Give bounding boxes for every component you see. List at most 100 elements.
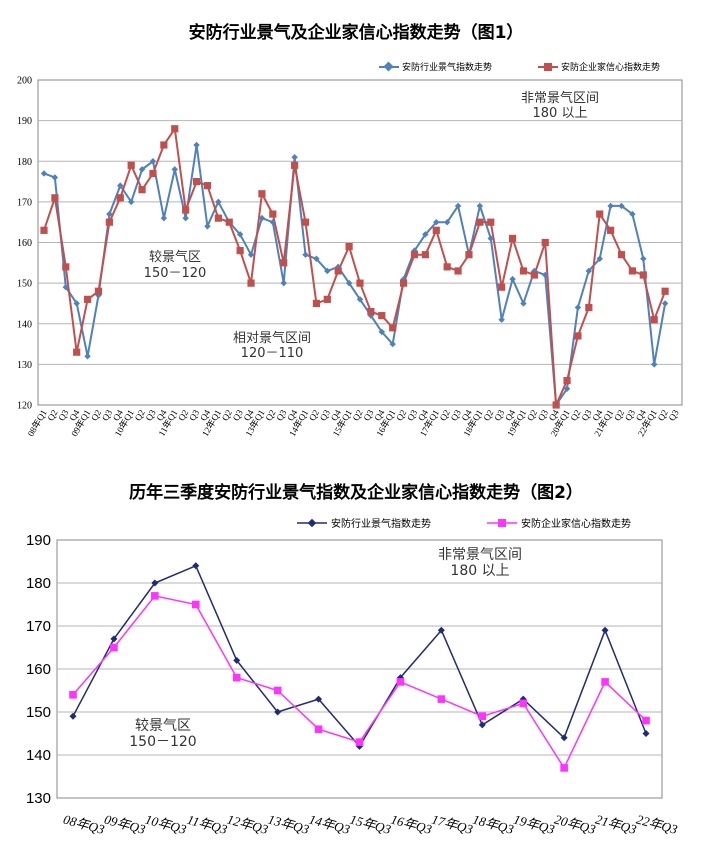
series-1-point xyxy=(443,218,451,226)
x-tick-label: Q3 xyxy=(318,408,332,423)
x-tick-label: Q4 xyxy=(547,408,561,423)
x-tick-label: Q4 xyxy=(285,408,299,423)
series-1-point xyxy=(640,255,647,262)
series-1-point xyxy=(315,695,323,703)
series-1-point xyxy=(313,255,320,262)
series-1-point xyxy=(280,279,287,287)
series-1-point xyxy=(520,300,527,307)
x-tick-label: Q2 xyxy=(656,408,670,423)
series-2-point xyxy=(232,673,241,682)
series-2-point xyxy=(661,287,669,295)
series-2-point xyxy=(273,686,282,695)
chart-1: 安防行业景气及企业家信心指数走势（图1） 1201301401501601701… xyxy=(17,22,683,438)
x-tick-label: Q4 xyxy=(242,408,256,423)
series-2-point xyxy=(40,226,48,234)
y-tick-label: 190 xyxy=(17,116,32,127)
x-tick-label: Q2 xyxy=(307,408,321,423)
series-2-point xyxy=(396,678,405,686)
series-2-point xyxy=(617,251,626,259)
series-2-point xyxy=(355,738,364,746)
chart-2: 历年三季度安防行业景气指数及企业家信心指数走势（图2） 130 140 150 160… xyxy=(26,482,680,837)
series-1-point xyxy=(258,214,266,222)
chart-2-y-ticks: 130 140 150 160 170 180 190 xyxy=(26,532,51,807)
series-2-point xyxy=(258,190,266,198)
x-tick-label: 11年Q3 xyxy=(185,812,229,837)
x-tick-label: 22年Q3 xyxy=(635,812,680,837)
series-1-point xyxy=(62,283,69,291)
series-2-point xyxy=(552,401,560,409)
series-2-point xyxy=(519,267,528,275)
x-tick-label: 08年Q3 xyxy=(62,812,107,837)
series-1-point xyxy=(607,202,614,210)
x-tick-label: 20年Q3 xyxy=(553,812,598,837)
series-1-point xyxy=(433,218,440,226)
chart-1-gridlines xyxy=(38,120,682,365)
x-tick-label: Q2 xyxy=(351,408,365,423)
series-2-point xyxy=(585,303,593,312)
series-2-point xyxy=(171,125,179,133)
series-1-point xyxy=(40,170,48,177)
series-2-point xyxy=(530,271,538,279)
legend-2-label: 安防企业家信心指数走势 xyxy=(561,61,660,73)
x-tick-label: Q2 xyxy=(569,408,583,423)
annotation-2-prosperous-range: 150－120 xyxy=(129,734,196,750)
x-tick-label: Q3 xyxy=(56,408,70,423)
series-1-point xyxy=(138,166,146,173)
chart-2-x-ticks: 08年Q309年Q310年Q311年Q312年Q313年Q314年Q315年Q3… xyxy=(62,812,680,837)
series-2-point xyxy=(62,263,70,271)
x-tick-label: Q3 xyxy=(361,408,375,423)
series-1-point xyxy=(542,271,549,279)
series-2-point xyxy=(345,242,353,251)
chart-2-series xyxy=(69,562,650,772)
x-tick-label: Q3 xyxy=(623,408,637,423)
y-tick-label: 140 xyxy=(26,747,51,764)
series-2-point xyxy=(314,725,323,733)
series-2-point xyxy=(127,161,135,169)
series-1-point xyxy=(601,626,609,634)
series-2-point xyxy=(541,238,549,247)
series-2-point xyxy=(421,251,429,259)
series-1-point xyxy=(193,141,200,149)
legend-4-label: 安防企业家信心指数走势 xyxy=(521,517,631,530)
y-tick-label: 190 xyxy=(26,532,51,549)
series-2-point xyxy=(628,267,637,275)
series-2-point xyxy=(151,592,159,600)
x-tick-label: Q4 xyxy=(590,408,604,423)
series-1-point xyxy=(454,202,462,210)
series-2-point xyxy=(378,312,386,320)
series-2-point xyxy=(596,210,604,218)
series-2-point xyxy=(236,247,244,255)
series-2-point xyxy=(465,251,473,259)
series-line-1 xyxy=(43,144,667,408)
series-2-point xyxy=(280,259,288,267)
series-2-point xyxy=(269,210,277,218)
x-tick-label: Q4 xyxy=(503,408,517,423)
x-tick-label: Q3 xyxy=(144,408,158,423)
x-tick-label: Q4 xyxy=(111,408,125,423)
series-1-point xyxy=(274,708,282,716)
series-1-point xyxy=(302,251,309,258)
series-1-point xyxy=(204,223,211,230)
series-2-point xyxy=(574,332,582,340)
series-1-point xyxy=(51,174,59,181)
y-tick-label: 130 xyxy=(17,360,32,371)
x-tick-label: Q4 xyxy=(154,408,168,423)
series-1-point xyxy=(498,316,505,323)
series-2-point xyxy=(116,194,124,202)
legend-3-diamond-icon xyxy=(307,518,317,528)
x-tick-label: Q4 xyxy=(634,408,648,423)
series-1-point xyxy=(642,730,650,737)
series-1-point xyxy=(149,158,157,165)
series-2-point xyxy=(83,295,92,303)
series-1-point xyxy=(345,279,353,287)
series-1-point xyxy=(106,210,113,218)
x-tick-label: Q2 xyxy=(438,408,452,423)
series-2-point xyxy=(312,299,321,308)
series-2-point xyxy=(291,161,299,169)
series-1-point xyxy=(487,235,494,242)
x-tick-label: Q4 xyxy=(67,408,81,423)
series-1-point xyxy=(269,218,277,226)
y-tick-label: 130 xyxy=(26,790,51,807)
series-1-point xyxy=(233,656,241,664)
series-1-point xyxy=(324,267,331,275)
